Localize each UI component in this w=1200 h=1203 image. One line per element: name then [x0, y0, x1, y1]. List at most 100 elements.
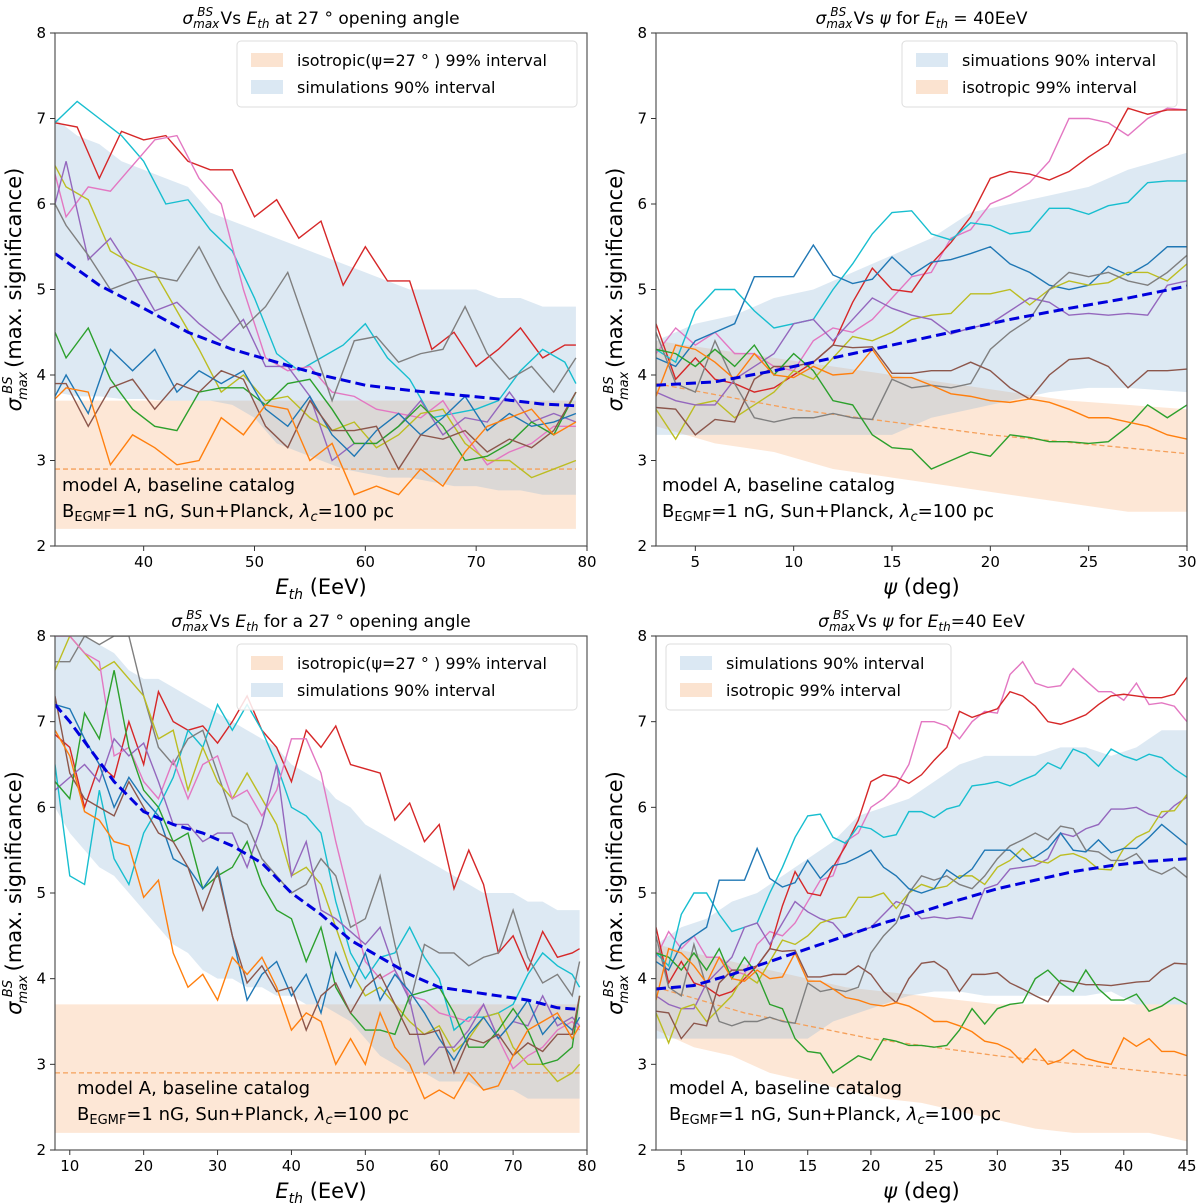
x-tick-label: 10: [60, 1157, 79, 1175]
simulations-90-band: [55, 636, 580, 1099]
x-tick-label: 15: [798, 1157, 817, 1175]
legend-swatch: [251, 683, 283, 697]
x-tick-label: 80: [577, 1157, 596, 1175]
x-axis-label: ψ (deg): [883, 1179, 960, 1203]
y-tick-label: 7: [36, 713, 46, 731]
legend-label: isotropic(ψ=27 ° ) 99% interval: [297, 51, 547, 70]
isotropic-99-band: [55, 1004, 580, 1133]
y-tick-label: 2: [637, 537, 647, 555]
x-tick-label: 80: [577, 553, 596, 571]
x-tick-label: 60: [356, 553, 375, 571]
y-tick-label: 8: [637, 627, 647, 645]
x-tick-label: 5: [677, 1157, 687, 1175]
x-tick-label: 50: [245, 553, 264, 571]
mean-line: [55, 252, 576, 408]
y-axis-label: σmaxBS (max. significance): [602, 168, 632, 412]
x-tick-label: 45: [1177, 1157, 1196, 1175]
y-tick-label: 4: [637, 366, 647, 384]
x-axis-label: ψ (deg): [883, 575, 960, 599]
annotation-line-2: BEGMF=1 nG, Sun+Planck, λc=100 pc: [662, 501, 994, 525]
y-tick-label: 3: [637, 452, 647, 470]
mean-line: [656, 857, 1187, 991]
legend-swatch: [916, 53, 948, 67]
y-tick-label: 5: [637, 884, 647, 902]
legend-swatch: [680, 656, 712, 670]
mean-line: [656, 284, 1187, 387]
x-tick-label: 20: [981, 553, 1000, 571]
x-tick-label: 70: [467, 553, 486, 571]
legend-box: [901, 40, 1178, 108]
annotation-line-1: model A, baseline catalog: [662, 475, 895, 496]
legend-label: isotropic(ψ=27 ° ) 99% interval: [297, 654, 547, 673]
series-line-tab-blue: [656, 243, 1187, 368]
x-tick-label: 40: [1114, 1157, 1133, 1175]
series-line-tab-green: [656, 343, 1187, 470]
y-tick-label: 7: [36, 110, 46, 128]
y-axis-label: σmaxBS (max. significance): [1, 168, 31, 412]
legend: isotropic(ψ=27 ° ) 99% interval simulatio…: [236, 643, 578, 711]
x-tick-label: 70: [504, 1157, 523, 1175]
series-line-tab-orange: [656, 947, 1187, 1066]
x-axis-label: Eth (EeV): [275, 1179, 366, 1203]
isotropic-99-band: [656, 944, 1187, 1142]
legend: simuations 90% interval isotropic 99% int…: [901, 40, 1178, 108]
y-tick-label: 3: [637, 1055, 647, 1073]
legend-label: isotropic 99% interval: [726, 681, 901, 700]
series-line-tab-purple: [656, 280, 1187, 406]
series-line-tab-brown: [55, 695, 581, 1075]
chart-panel-bottom-left: 10 20 30 40 50 60 70 80 2 3 4 5 6 7 8 Eth (EeV) σmaxBS (…: [1, 608, 597, 1203]
plot-area: [656, 107, 1187, 512]
legend-label: simuations 90% interval: [962, 51, 1156, 70]
series-line-tab-orange: [656, 344, 1187, 440]
chart-title: σmaxBS Vs ψ for Eth=40 EeV: [818, 608, 1025, 634]
annotation-line-1: model A, baseline catalog: [77, 1078, 310, 1099]
x-tick-label: 50: [356, 1157, 375, 1175]
y-tick-label: 3: [36, 452, 46, 470]
y-tick-label: 7: [637, 110, 647, 128]
y-tick-label: 4: [637, 970, 647, 988]
y-tick-label: 5: [36, 884, 46, 902]
series-line-tab-red: [656, 107, 1187, 393]
simulations-90-band: [656, 152, 1187, 435]
x-tick-label: 5: [691, 553, 701, 571]
x-tick-label: 60: [430, 1157, 449, 1175]
x-tick-label: 10: [784, 553, 803, 571]
legend-swatch: [916, 80, 948, 94]
legend: simulations 90% interval isotropic 99% in…: [665, 643, 952, 711]
series-line-tab-purple: [656, 796, 1187, 1010]
chart-title: σmaxBS Vs Eth at 27 ° opening angle: [182, 5, 459, 31]
simulations-90-band: [55, 118, 576, 495]
legend-label: isotropic 99% interval: [962, 78, 1137, 97]
series-line-tab-orange: [55, 729, 581, 1100]
series-line-tab-blue: [656, 823, 1187, 972]
x-axis-label: Eth (EeV): [275, 575, 366, 603]
legend-swatch: [251, 80, 283, 94]
x-tick-label: 35: [1051, 1157, 1070, 1175]
y-axis-label: σmaxBS (max. significance): [602, 771, 632, 1015]
mean-line: [55, 703, 580, 1012]
chart-title: σmaxBS Vs ψ for Eth = 40EeV: [815, 5, 1027, 31]
series-line-tab-olive: [55, 165, 577, 479]
isotropic-median-line: [656, 986, 1187, 1077]
x-tick-label: 25: [1079, 553, 1098, 571]
x-tick-label: 40: [282, 1157, 301, 1175]
plot-area: [656, 660, 1187, 1142]
plot-area: [55, 636, 581, 1133]
annotation-line-1: model A, baseline catalog: [62, 475, 295, 496]
legend: isotropic(ψ=27 ° ) 99% interval simulatio…: [236, 40, 578, 108]
x-tick-label: 30: [988, 1157, 1007, 1175]
y-tick-label: 8: [637, 24, 647, 42]
legend-label: simulations 90% interval: [297, 78, 495, 97]
x-tick-label: 20: [861, 1157, 880, 1175]
series-line-tab-blue: [55, 703, 581, 1062]
series-line-tab-orange: [55, 387, 577, 496]
legend-label: simulations 90% interval: [726, 654, 924, 673]
y-tick-label: 2: [637, 1141, 647, 1159]
x-tick-label: 10: [735, 1157, 754, 1175]
series-line-tab-blue: [55, 348, 577, 458]
y-tick-label: 4: [36, 366, 46, 384]
y-tick-label: 2: [36, 1141, 46, 1159]
series-line-tab-green: [656, 947, 1187, 1074]
y-tick-label: 2: [36, 537, 46, 555]
legend-label: simulations 90% interval: [297, 681, 495, 700]
